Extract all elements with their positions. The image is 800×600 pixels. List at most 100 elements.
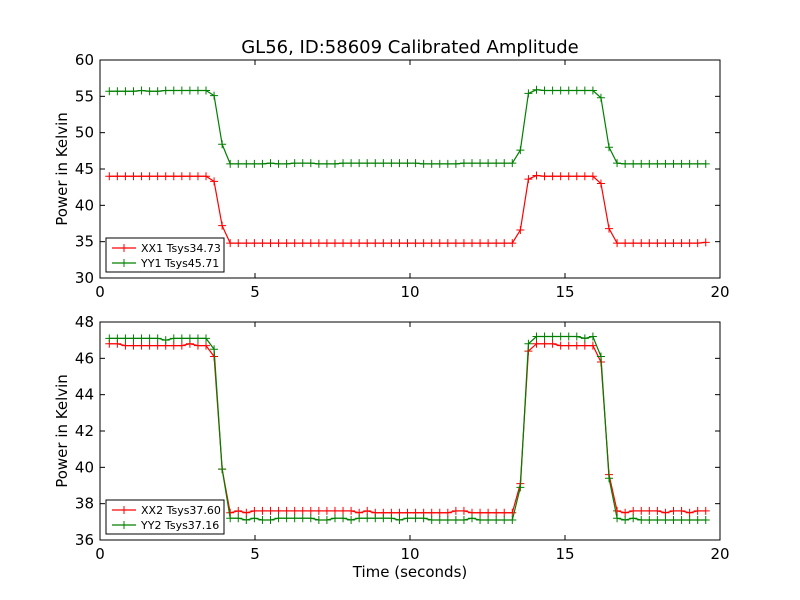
chart-title: GL56, ID:58609 Calibrated Amplitude: [241, 37, 579, 58]
top-plot-area: 0 5 10 15 20 30 35 40 45 50 55 60 XX1 Tsys34.73 YY1 T…: [75, 51, 730, 301]
data-point-1-2-71: [677, 159, 686, 168]
data-point-2-1-6: [153, 341, 162, 350]
data-point-2-1-56: [556, 341, 565, 350]
data-point-1-2-24: [298, 159, 307, 168]
data-point-1-2-12: [202, 86, 211, 95]
data-point-1-2-0: [105, 87, 114, 96]
y-tick-label-1-30: 30: [75, 269, 94, 287]
data-point-1-1-12: [202, 172, 211, 181]
data-point-1-1-62: [605, 224, 614, 233]
data-point-1-1-71: [677, 239, 686, 248]
data-point-1-1-9: [177, 172, 186, 181]
data-point-1-1-57: [564, 172, 573, 181]
data-point-2-2-1: [113, 334, 122, 343]
data-point-1-1-36: [395, 239, 404, 248]
data-point-2-1-3: [129, 341, 138, 350]
data-point-2-2-62: [605, 474, 614, 483]
data-point-2-2-16: [234, 514, 243, 523]
data-point-1-2-21: [274, 159, 283, 168]
x-tick-label-2-0: 0: [95, 545, 105, 563]
data-point-1-2-15: [226, 159, 235, 168]
data-point-1-1-43: [451, 239, 460, 248]
data-point-1-1-59: [580, 172, 589, 181]
data-point-1-2-60: [588, 86, 597, 95]
data-point-1-1-3: [129, 172, 138, 181]
data-point-2-2-41: [435, 516, 444, 525]
data-point-2-2-30: [347, 516, 356, 525]
data-point-2-1-22: [282, 506, 291, 515]
data-point-1-2-46: [476, 159, 485, 168]
data-point-2-1-41: [435, 508, 444, 517]
data-point-2-2-43: [451, 516, 460, 525]
legend-label-1-1: XX1 Tsys34.73: [141, 242, 221, 255]
data-point-1-2-36: [395, 159, 404, 168]
x-tick-label-1-0: 0: [95, 283, 105, 301]
data-point-1-1-38: [411, 239, 420, 248]
data-point-2-2-24: [298, 514, 307, 523]
data-point-1-2-38: [411, 159, 420, 168]
data-point-2-1-63: [613, 506, 622, 515]
data-point-1-2-69: [661, 159, 670, 168]
data-point-2-1-71: [677, 506, 686, 515]
data-point-1-1-35: [387, 239, 396, 248]
data-point-1-2-43: [451, 159, 460, 168]
y-tick-label-2-44: 44: [75, 386, 94, 404]
data-point-1-1-68: [653, 239, 662, 248]
data-point-2-2-27: [322, 516, 331, 525]
data-point-2-2-53: [532, 332, 541, 341]
data-point-2-1-69: [661, 508, 670, 517]
data-point-2-2-60: [588, 332, 597, 341]
legend-marker-1-2: [120, 259, 128, 267]
data-point-1-1-15: [226, 239, 235, 248]
data-point-1-2-44: [459, 159, 468, 168]
data-point-2-2-52: [524, 339, 533, 348]
data-point-2-2-36: [395, 516, 404, 525]
data-point-2-2-70: [669, 516, 678, 525]
x-axis-label: Time (seconds): [352, 563, 468, 581]
data-point-2-1-57: [564, 341, 573, 350]
y-tick-label-1-35: 35: [75, 233, 94, 251]
data-point-1-2-63: [613, 159, 622, 168]
data-point-1-2-52: [524, 89, 533, 98]
data-point-2-2-9: [177, 334, 186, 343]
data-point-1-1-23: [290, 239, 299, 248]
data-point-1-2-3: [129, 87, 138, 96]
data-point-2-2-17: [242, 516, 251, 525]
bottom-y-axis-label: Power in Kelvin: [53, 374, 71, 488]
data-point-2-1-47: [484, 508, 493, 517]
data-point-1-2-11: [193, 86, 202, 95]
data-point-1-2-73: [693, 159, 702, 168]
data-point-1-2-4: [137, 86, 146, 95]
data-point-1-1-1: [113, 172, 122, 181]
legend-box-1: [105, 237, 225, 273]
y-tick-label-2-36: 36: [75, 531, 94, 549]
data-point-2-1-72: [685, 508, 694, 517]
data-point-2-2-29: [339, 514, 348, 523]
data-point-2-2-58: [572, 332, 581, 341]
data-point-1-2-55: [548, 86, 557, 95]
data-point-2-1-27: [322, 506, 331, 515]
data-point-1-1-17: [242, 239, 251, 248]
data-point-2-1-43: [451, 506, 460, 515]
data-point-1-1-30: [347, 239, 356, 248]
x-tick-label-1-10: 10: [400, 283, 419, 301]
data-point-1-2-68: [653, 159, 662, 168]
data-point-2-2-6: [153, 334, 162, 343]
data-point-2-2-54: [540, 332, 549, 341]
data-point-2-2-39: [419, 514, 428, 523]
data-point-2-1-11: [193, 341, 202, 350]
data-point-2-2-22: [282, 514, 291, 523]
data-point-2-2-13: [210, 345, 219, 354]
data-point-2-1-68: [653, 506, 662, 515]
data-point-1-1-58: [572, 172, 581, 181]
legend-label-2-1: XX2 Tsys37.60: [141, 504, 221, 517]
data-point-2-2-59: [580, 334, 589, 343]
data-point-2-1-40: [427, 508, 436, 517]
data-point-2-1-26: [314, 506, 323, 515]
data-point-2-1-54: [540, 339, 549, 348]
data-point-1-1-45: [468, 239, 476, 248]
data-point-2-1-58: [572, 341, 581, 350]
data-point-2-2-3: [129, 334, 138, 343]
data-point-2-1-20: [266, 506, 275, 515]
data-point-2-1-70: [669, 506, 678, 515]
